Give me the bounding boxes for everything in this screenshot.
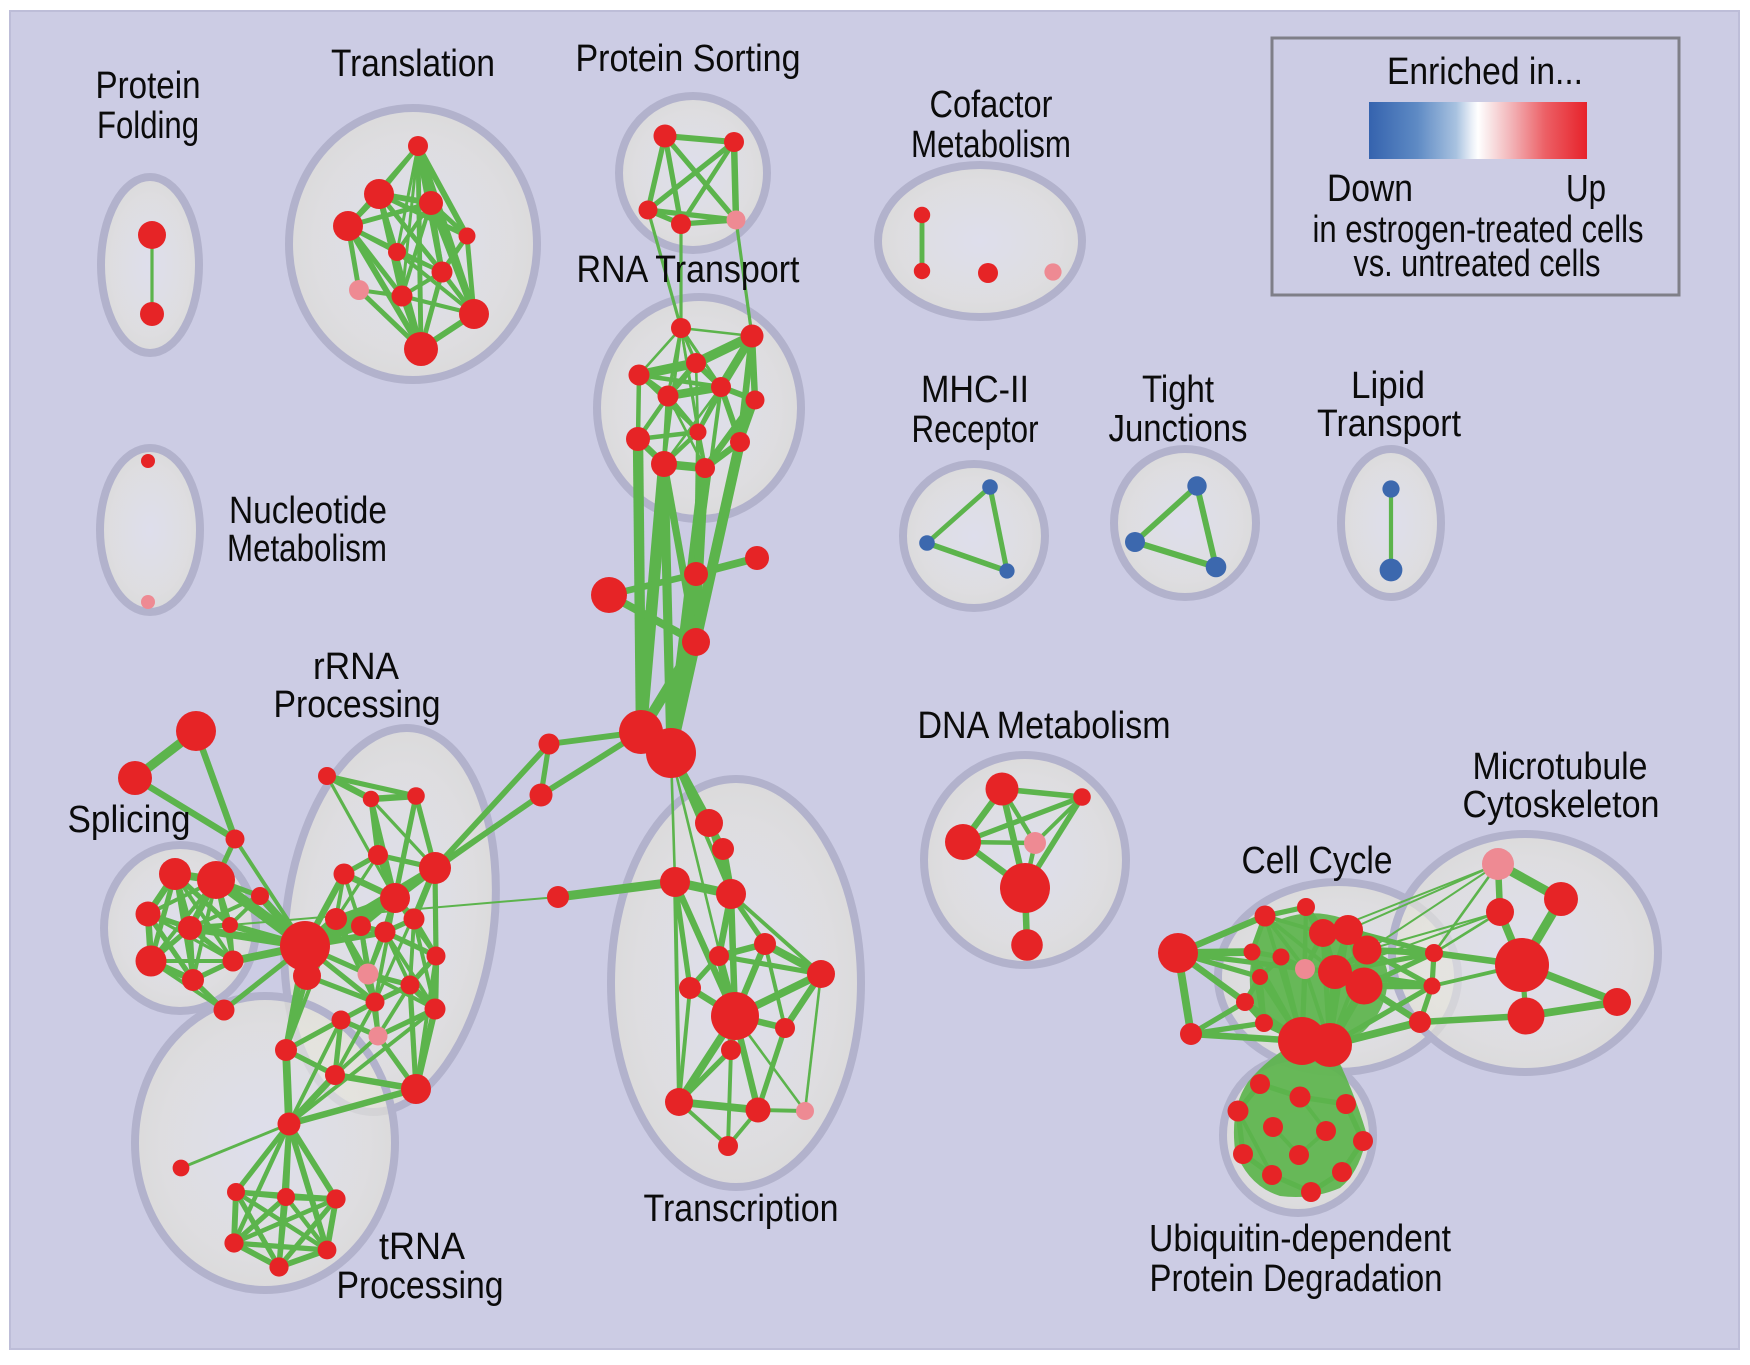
svg-text:tRNA: tRNA	[379, 1226, 466, 1268]
svg-text:Translation: Translation	[331, 43, 495, 85]
svg-text:Down: Down	[1327, 168, 1413, 210]
svg-text:in estrogen-treated cells: in estrogen-treated cells	[1313, 209, 1644, 251]
svg-text:Receptor: Receptor	[912, 409, 1039, 451]
svg-text:Transcription: Transcription	[644, 1188, 839, 1230]
svg-text:RNA Transport: RNA Transport	[577, 249, 800, 291]
svg-text:Ubiquitin-dependent: Ubiquitin-dependent	[1149, 1218, 1451, 1260]
svg-text:Metabolism: Metabolism	[227, 528, 387, 570]
svg-text:Cytoskeleton: Cytoskeleton	[1463, 784, 1660, 826]
svg-text:Lipid: Lipid	[1351, 365, 1425, 407]
svg-text:Protein Sorting: Protein Sorting	[576, 38, 801, 80]
svg-text:Cofactor: Cofactor	[930, 84, 1053, 126]
svg-text:Folding: Folding	[97, 105, 199, 147]
svg-text:Cell Cycle: Cell Cycle	[1242, 840, 1393, 882]
svg-text:Tight: Tight	[1142, 369, 1214, 411]
svg-text:Nucleotide: Nucleotide	[229, 490, 387, 532]
svg-text:Protein Degradation: Protein Degradation	[1150, 1258, 1443, 1300]
svg-text:Processing: Processing	[337, 1265, 504, 1307]
svg-text:Protein: Protein	[96, 65, 201, 107]
svg-text:Metabolism: Metabolism	[911, 124, 1071, 166]
svg-text:rRNA: rRNA	[313, 646, 400, 688]
svg-text:Junctions: Junctions	[1109, 408, 1248, 450]
svg-text:MHC-II: MHC-II	[921, 369, 1029, 411]
svg-text:Microtubule: Microtubule	[1473, 746, 1648, 788]
svg-text:Processing: Processing	[274, 684, 441, 726]
svg-text:Transport: Transport	[1317, 403, 1461, 445]
svg-text:vs. untreated cells: vs. untreated cells	[1354, 243, 1601, 285]
svg-text:DNA Metabolism: DNA Metabolism	[918, 705, 1171, 747]
svg-text:Up: Up	[1566, 168, 1606, 210]
svg-text:Splicing: Splicing	[68, 799, 191, 841]
svg-text:Enriched in...: Enriched in...	[1387, 51, 1583, 93]
